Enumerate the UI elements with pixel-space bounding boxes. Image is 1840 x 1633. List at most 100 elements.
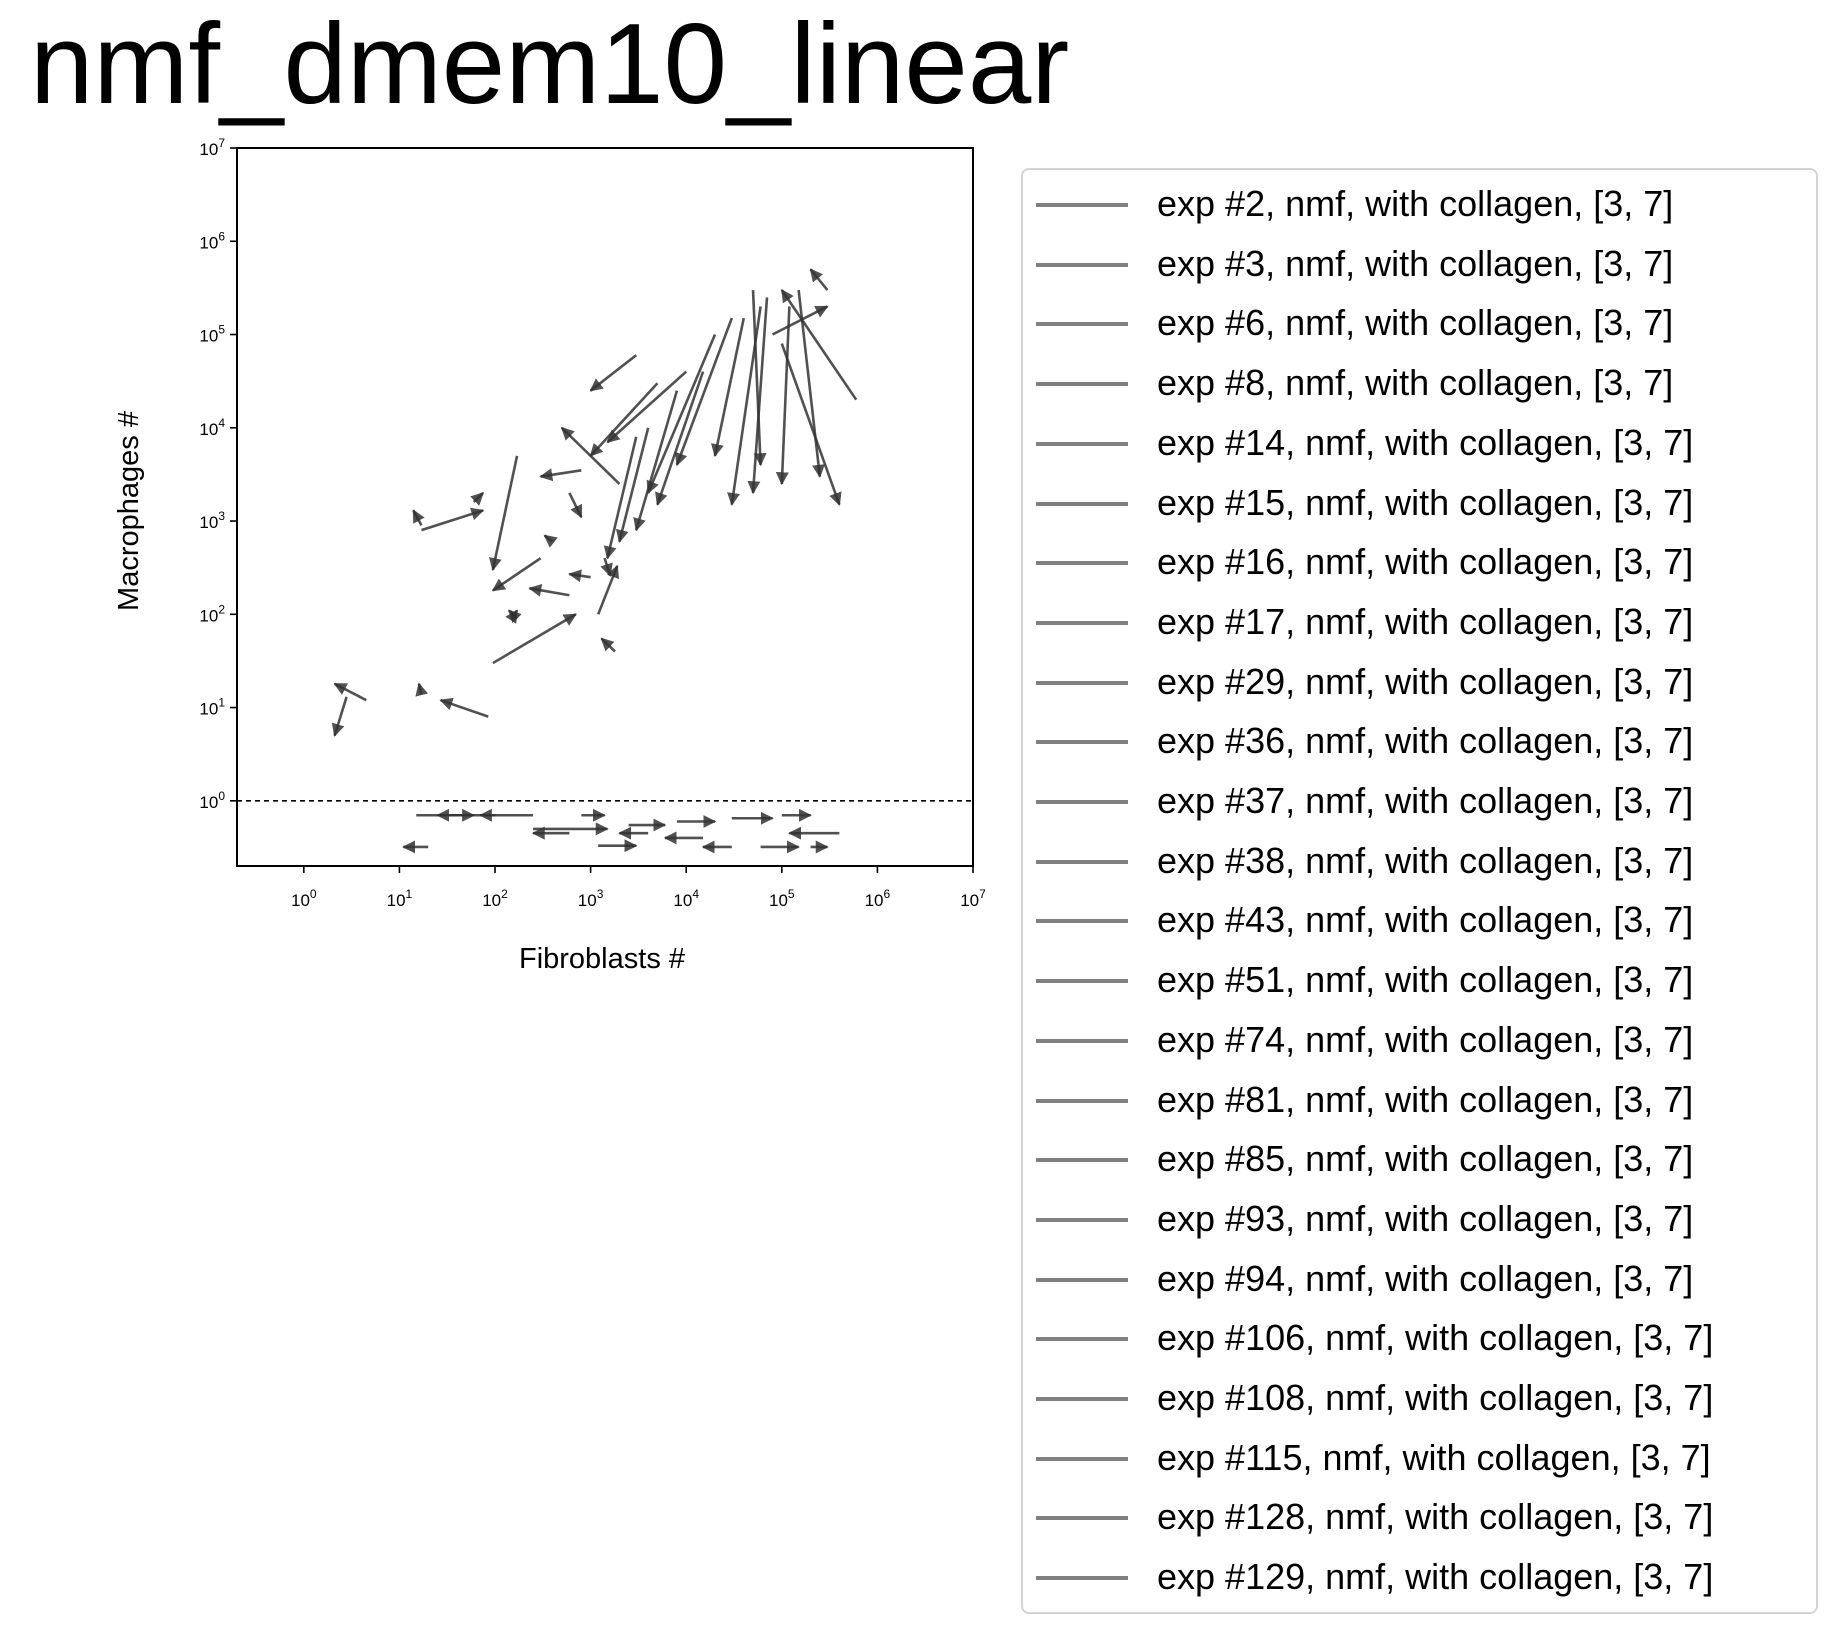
arrow-mark [674,317,734,467]
arrow-mark [655,371,705,506]
legend-item: exp #16, nmf, with collagen, [3, 7] [1023,542,1816,582]
legend-swatch [1036,1217,1128,1222]
legend-label: exp #43, nmf, with collagen, [3, 7] [1157,899,1694,941]
arrow-mark [747,297,769,495]
legend-item: exp #106, nmf, with collagen, [3, 7] [1023,1318,1816,1358]
legend-label: exp #129, nmf, with collagen, [3, 7] [1157,1556,1714,1598]
plot-frame [236,147,974,867]
arrow-mark [615,427,650,543]
arrow-mark [600,637,616,653]
arrow-mark [751,289,767,467]
y-axis-label: Macrophages # [113,411,145,611]
arrow-mark [780,288,858,401]
x-tick-label: 105 [769,887,795,910]
arrow-mark [491,557,542,592]
y-tick-label: 105 [199,323,225,346]
legend-item: exp #74, nmf, with collagen, [3, 7] [1023,1018,1816,1060]
legend-swatch [1036,262,1128,267]
legend-label: exp #29, nmf, with collagen, [3, 7] [1157,660,1694,702]
legend-swatch [1036,322,1128,327]
legend-swatch [1036,441,1128,446]
legend-label: exp #38, nmf, with collagen, [3, 7] [1157,839,1694,881]
legend-swatch [1036,800,1128,804]
arrow-mark [775,306,791,486]
x-tick-label: 100 [291,887,317,910]
legend-swatch [1036,1158,1128,1163]
arrow-mark [568,569,591,583]
arrow-mark [568,492,583,519]
legend-swatch [1036,1456,1128,1461]
arrow-mark [600,557,613,577]
legend-label: exp #93, nmf, with collagen, [3, 7] [1157,1197,1694,1239]
legend-item: exp #93, nmf, with collagen, [3, 7] [1023,1197,1816,1239]
legend-item: exp #38, nmf, with collagen, [3, 7] [1023,839,1816,881]
legend-item: exp #15, nmf, with collagen, [3, 7] [1023,482,1816,523]
y-tick-label: 102 [199,602,225,625]
legend-item: exp #2, nmf, with collagen, [3, 7] [1023,184,1816,224]
y-tick-label: 106 [199,229,225,252]
legend-label: exp #106, nmf, with collagen, [3, 7] [1157,1317,1714,1359]
legend-item: exp #36, nmf, with collagen, [3, 7] [1023,721,1816,761]
legend-label: exp #14, nmf, with collagen, [3, 7] [1157,421,1694,463]
legend-item: exp #129, nmf, with collagen, [3, 7] [1023,1557,1816,1597]
legend-label: exp #74, nmf, with collagen, [3, 7] [1157,1018,1694,1060]
legend-swatch [1036,501,1128,506]
legend-item: exp #115, nmf, with collagen, [3, 7] [1023,1436,1816,1478]
legend: exp #2, nmf, with collagen, [3, 7] exp #3… [1021,168,1818,1614]
arrow-mark [603,436,638,560]
legend-swatch [1036,1576,1128,1581]
x-axis-label: Fibroblasts # [519,943,685,975]
legend-item: exp #85, nmf, with collagen, [3, 7] [1023,1139,1816,1179]
legend-item: exp #3, nmf, with collagen, [3, 7] [1023,243,1816,284]
x-tick-label: 106 [865,887,891,910]
legend-label: exp #2, nmf, with collagen, [3, 7] [1157,183,1674,224]
x-tick-label: 101 [387,887,413,910]
arrow-mark [633,390,679,532]
legend-label: exp #8, nmf, with collagen, [3, 7] [1157,362,1674,404]
legend-label: exp #128, nmf, with collagen, [3, 7] [1157,1496,1714,1538]
arrow-mark [331,696,348,737]
legend-swatch [1036,561,1128,566]
legend-item: exp #14, nmf, with collagen, [3, 7] [1023,421,1816,463]
arrow-mark [488,455,519,572]
legend-swatch [1036,1277,1128,1282]
arrow-mark [415,682,429,697]
legend-swatch [1036,859,1128,864]
legend-label: exp #51, nmf, with collagen, [3, 7] [1157,959,1694,1001]
legend-swatch [1036,620,1128,625]
legend-label: exp #115, nmf, with collagen, [3, 7] [1157,1436,1711,1478]
legend-item: exp #29, nmf, with collagen, [3, 7] [1023,660,1816,702]
legend-label: exp #108, nmf, with collagen, [3, 7] [1157,1377,1714,1418]
arrow-mark [528,583,570,597]
x-tick-label: 104 [673,887,699,910]
legend-item: exp #17, nmf, with collagen, [3, 7] [1023,601,1816,642]
legend-item: exp #128, nmf, with collagen, [3, 7] [1023,1497,1816,1537]
legend-item: exp #37, nmf, with collagen, [3, 7] [1023,781,1816,821]
legend-item: exp #43, nmf, with collagen, [3, 7] [1023,900,1816,940]
arrow-mark [589,382,659,457]
legend-swatch [1036,1038,1128,1043]
legend-swatch [1036,680,1128,685]
arrow-mark [421,507,485,532]
y-tick-label: 104 [199,416,225,439]
legend-label: exp #16, nmf, with collagen, [3, 7] [1157,541,1694,583]
axes-layer: 100 101 102 103 104 105 106 107 100 101 102 103 104 1… [199,136,986,910]
arrow-mark [596,564,620,615]
legend-swatch [1036,1397,1128,1401]
arrow-mark [543,534,558,548]
legend-label: exp #6, nmf, with collagen, [3, 7] [1157,302,1674,344]
y-tick-label: 103 [199,509,225,532]
arrow-mark [333,682,367,702]
legend-label: exp #37, nmf, with collagen, [3, 7] [1157,780,1694,821]
arrow-mark [809,268,829,291]
arrow-mark [508,609,522,624]
legend-swatch [1036,203,1128,207]
arrow-mark [711,317,746,458]
arrow-mark [539,468,582,482]
arrow-mark [470,492,485,506]
arrow-mark [771,305,829,336]
legend-item: exp #108, nmf, with collagen, [3, 7] [1023,1378,1816,1418]
legend-item: exp #94, nmf, with collagen, [3, 7] [1023,1258,1816,1299]
legend-swatch [1036,1098,1128,1103]
y-tick-label: 101 [199,696,225,719]
